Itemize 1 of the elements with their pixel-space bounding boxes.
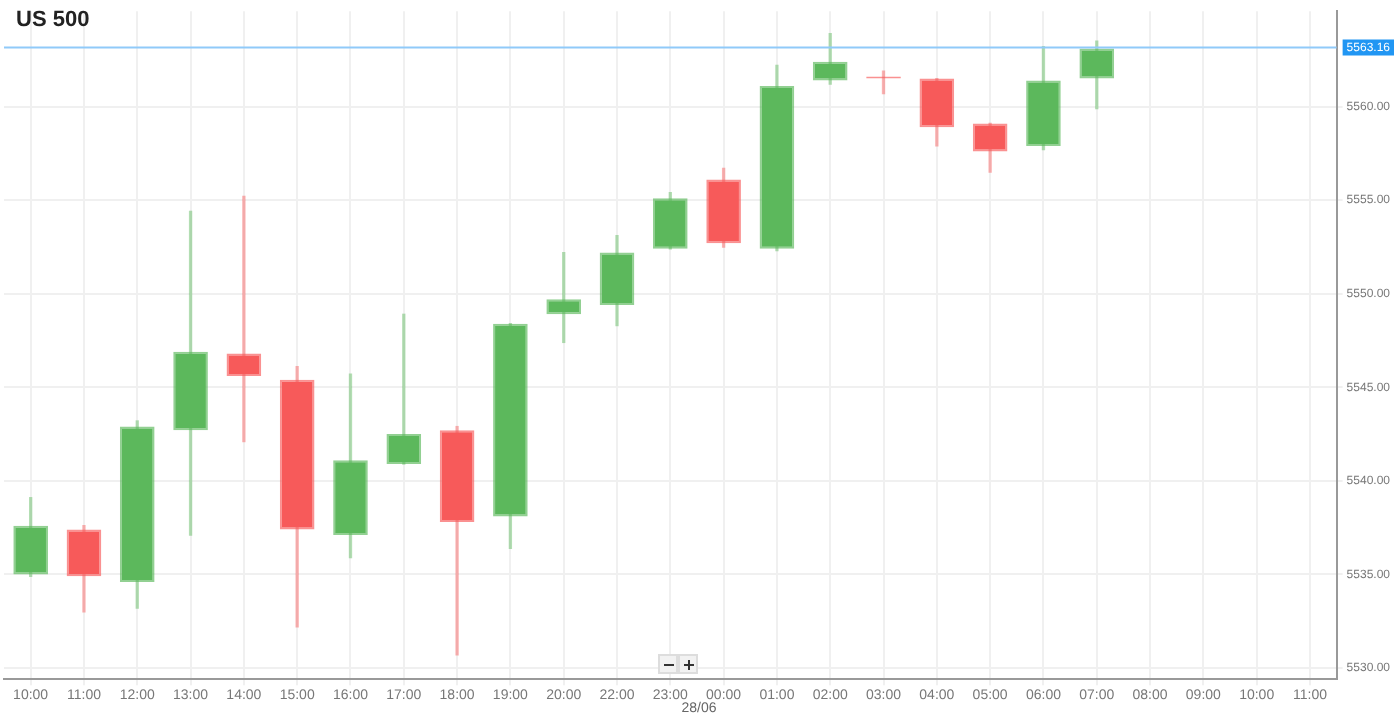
chart-title: US 500 bbox=[16, 8, 90, 32]
